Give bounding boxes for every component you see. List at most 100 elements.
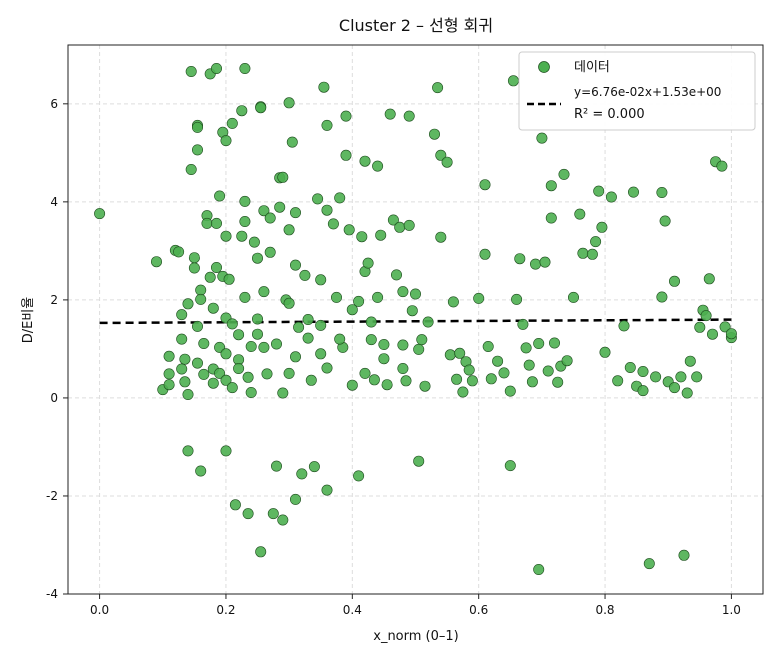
data-point: [678, 549, 690, 561]
x-axis-label: x_norm (0–1): [373, 629, 458, 644]
data-point: [211, 217, 223, 229]
data-point: [539, 256, 551, 268]
data-point: [179, 376, 191, 388]
data-point: [375, 229, 387, 241]
data-point: [368, 374, 380, 386]
data-point: [397, 286, 409, 298]
data-point: [365, 334, 377, 346]
data-point: [441, 156, 453, 168]
data-point: [94, 208, 106, 220]
legend: 데이터 y=6.76e-02x+1.53e+00 R² = 0.000: [518, 51, 756, 131]
y-axis-ticks: -4 -2 0 2 4 6: [46, 97, 68, 601]
data-point: [463, 364, 475, 376]
data-point: [482, 340, 494, 352]
data-point: [296, 468, 308, 480]
data-point: [529, 258, 541, 270]
data-point: [356, 231, 368, 243]
data-point: [188, 262, 200, 274]
data-point: [590, 236, 602, 248]
data-point: [577, 247, 589, 259]
data-point: [151, 256, 163, 268]
data-point: [321, 484, 333, 496]
data-point: [283, 224, 295, 236]
data-point: [593, 185, 605, 197]
data-point: [211, 62, 223, 74]
y-tick-label: 2: [50, 293, 58, 307]
data-point: [435, 231, 447, 243]
data-point: [330, 291, 342, 303]
data-point: [504, 385, 516, 397]
y-tick-label: 4: [50, 195, 58, 209]
data-point: [255, 546, 267, 558]
data-point: [286, 136, 298, 148]
data-point: [533, 563, 545, 575]
data-point: [725, 328, 737, 340]
data-point: [479, 248, 491, 260]
chart-title: Cluster 2 – 선형 회귀: [339, 16, 493, 35]
data-point: [305, 374, 317, 386]
data-point: [236, 230, 248, 242]
data-point: [264, 246, 276, 258]
data-point: [239, 62, 251, 74]
data-point: [274, 201, 286, 213]
data-point: [163, 368, 175, 380]
y-tick-label: -2: [46, 489, 58, 503]
data-point: [214, 367, 226, 379]
data-point: [694, 321, 706, 333]
data-point: [220, 230, 232, 242]
data-point: [409, 288, 421, 300]
data-point: [226, 318, 238, 330]
data-point: [258, 205, 270, 217]
data-point: [308, 461, 320, 473]
data-point: [362, 257, 374, 269]
data-point: [700, 310, 712, 322]
data-point: [596, 221, 608, 233]
data-point: [239, 291, 251, 303]
data-point: [599, 346, 611, 358]
data-point: [668, 382, 680, 394]
data-point: [192, 320, 204, 332]
data-point: [302, 313, 314, 325]
data-point: [267, 508, 279, 520]
data-point: [612, 375, 624, 387]
x-tick-label: 0.8: [595, 603, 614, 617]
data-point: [457, 386, 469, 398]
data-point: [558, 168, 570, 180]
data-point: [163, 379, 175, 391]
data-point: [239, 216, 251, 228]
data-point: [675, 371, 687, 383]
data-point: [346, 379, 358, 391]
data-point: [201, 217, 213, 229]
data-point: [637, 365, 649, 377]
x-axis-ticks: 0.0 0.2 0.4 0.6 0.8 1.0: [90, 594, 741, 617]
data-point: [428, 128, 440, 140]
data-point: [252, 313, 264, 325]
data-point: [283, 367, 295, 379]
data-point: [353, 295, 365, 307]
data-point: [390, 269, 402, 281]
data-point: [315, 274, 327, 286]
data-point: [270, 338, 282, 350]
legend-label-regression-r2: R² = 0.000: [574, 107, 645, 122]
data-point: [536, 132, 548, 144]
data-point: [214, 190, 226, 202]
data-point: [637, 385, 649, 397]
data-point: [182, 445, 194, 457]
data-point: [397, 362, 409, 374]
legend-label-data: 데이터: [574, 60, 610, 75]
data-point: [192, 357, 204, 369]
data-point: [220, 348, 232, 360]
data-point: [327, 218, 339, 230]
data-point: [542, 365, 554, 377]
legend-marker-data: [538, 61, 550, 73]
data-point: [507, 75, 519, 87]
y-tick-label: 6: [50, 97, 58, 111]
data-point: [176, 333, 188, 345]
data-point: [302, 332, 314, 344]
data-point: [195, 465, 207, 477]
data-point: [258, 286, 270, 298]
data-point: [444, 349, 456, 361]
data-point: [185, 164, 197, 176]
data-point: [400, 375, 412, 387]
